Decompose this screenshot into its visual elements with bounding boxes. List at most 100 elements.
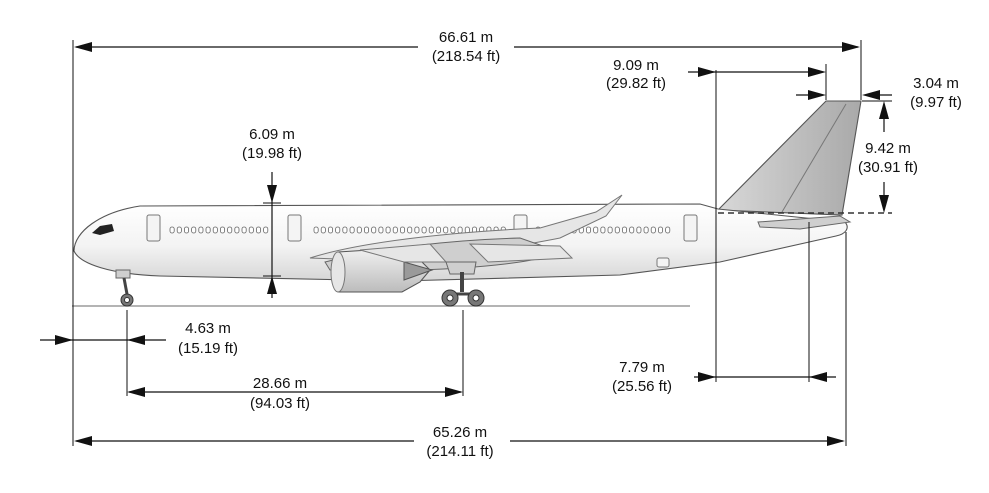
cockpit-window [92, 224, 114, 235]
stabilizer-offset-metric: 7.79 m [619, 359, 665, 376]
fuselage-length-metric: 65.26 m [433, 424, 487, 441]
nose-gear-door [115, 269, 131, 279]
cabin-window [356, 226, 362, 234]
vertical-fin [716, 100, 862, 216]
dimension-lines [40, 40, 892, 446]
aircraft [72, 100, 892, 307]
cabin-window [320, 226, 326, 234]
fin-root-chord-arrow-left [698, 67, 716, 77]
fuselage-length-arrow-right [827, 436, 845, 446]
cabin-window [241, 226, 247, 234]
wheelbase-arrow-left [127, 387, 145, 397]
door-4 [683, 214, 698, 242]
fin-height-imperial: (30.91 ft) [858, 159, 918, 176]
wheelbase-metric: 28.66 m [253, 375, 307, 392]
cabin-window [335, 226, 341, 234]
cabin-window [428, 226, 434, 234]
fin-tip-chord-arrow-right [862, 90, 880, 100]
cabin-window [183, 226, 189, 234]
fuselage-length-imperial: (214.11 ft) [426, 443, 493, 460]
cabin-window [313, 226, 319, 234]
door-1 [146, 214, 161, 242]
nose-gear-distance-imperial: (15.19 ft) [178, 340, 238, 357]
main-gear-hub-front [446, 294, 454, 302]
fuselage-length-arrow-left [74, 436, 92, 446]
cabin-window [450, 226, 456, 234]
fin-tip-chord-imperial: (9.97 ft) [910, 94, 962, 111]
cabin-window [629, 226, 635, 234]
fin-root-chord-arrow-right [808, 67, 826, 77]
fuselage-height-metric: 6.09 m [249, 126, 295, 143]
cabin-window [234, 226, 240, 234]
cabin-window [586, 226, 592, 234]
fin-height-arrow-bottom [879, 195, 889, 213]
cabin-window [600, 226, 606, 234]
fin-height-metric: 9.42 m [865, 140, 911, 157]
fin-tip-chord-arrow-left [808, 90, 826, 100]
fin-root-chord-metric: 9.09 m [613, 57, 659, 74]
cabin-window [255, 226, 261, 234]
cabin-window [385, 226, 391, 234]
flap-track-fairing [468, 243, 574, 263]
overall-length-arrow-right [842, 42, 860, 52]
rudder-line [781, 103, 847, 213]
stabilizer-offset-arrow-left [698, 372, 716, 382]
cabin-window [169, 226, 175, 234]
main-gear-hub-rear [472, 294, 480, 302]
cabin-window [219, 226, 225, 234]
cabin-window [622, 226, 628, 234]
cabin-window [643, 226, 649, 234]
wheelbase-arrow-right [445, 387, 463, 397]
fin-root-chord-imperial: (29.82 ft) [606, 75, 666, 92]
nose-gear-distance-arrow-left [55, 335, 73, 345]
fuselage-height-arrow-top [267, 185, 277, 203]
cabin-window [407, 226, 413, 234]
cabin-window [457, 226, 463, 234]
cabin-window [421, 226, 427, 234]
cabin-window [176, 226, 182, 234]
cabin-window [342, 226, 348, 234]
nose-gear-distance-arrow-right [127, 335, 145, 345]
engine-intake [330, 251, 346, 293]
cargo-door [656, 257, 670, 268]
overall-length-imperial: (218.54 ft) [432, 48, 500, 65]
cabin-window [665, 226, 671, 234]
cabin-windows-forward [169, 226, 269, 234]
wheelbase-imperial: (94.03 ft) [250, 395, 310, 412]
fin-height-arrow-top [879, 101, 889, 119]
cabin-window [443, 226, 449, 234]
horizontal-stabilizer [757, 215, 852, 230]
overall-length-metric: 66.61 m [439, 29, 493, 46]
cabin-window [593, 226, 599, 234]
cabin-window [205, 226, 211, 234]
cabin-window [378, 226, 384, 234]
fin-tip-chord-metric: 3.04 m [913, 75, 959, 92]
dimension-labels: 66.61 m (218.54 ft) 9.09 m (29.82 ft) 3.… [178, 29, 962, 460]
nose-gear-strut [122, 277, 129, 295]
fuselage-height-imperial: (19.98 ft) [242, 145, 302, 162]
cabin-window [414, 226, 420, 234]
nose-gear-distance-metric: 4.63 m [185, 320, 231, 337]
overall-length-arrow-left [74, 42, 92, 52]
fuselage-height-arrow-bottom [267, 276, 277, 294]
main-gear-door [445, 261, 477, 275]
door-2 [287, 214, 302, 242]
cabin-window [198, 226, 204, 234]
cabin-window [263, 226, 269, 234]
cabin-window [435, 226, 441, 234]
cabin-window [607, 226, 613, 234]
cabin-window [227, 226, 233, 234]
cabin-window [212, 226, 218, 234]
cabin-window [191, 226, 197, 234]
cabin-window [399, 226, 405, 234]
cabin-window [363, 226, 369, 234]
cabin-window [349, 226, 355, 234]
stabilizer-offset-arrow-right [809, 372, 827, 382]
cabin-window [392, 226, 398, 234]
cabin-window [327, 226, 333, 234]
cabin-window [614, 226, 620, 234]
engine-exhaust [403, 261, 434, 281]
stabilizer-offset-imperial: (25.56 ft) [612, 378, 672, 395]
cabin-window [650, 226, 656, 234]
